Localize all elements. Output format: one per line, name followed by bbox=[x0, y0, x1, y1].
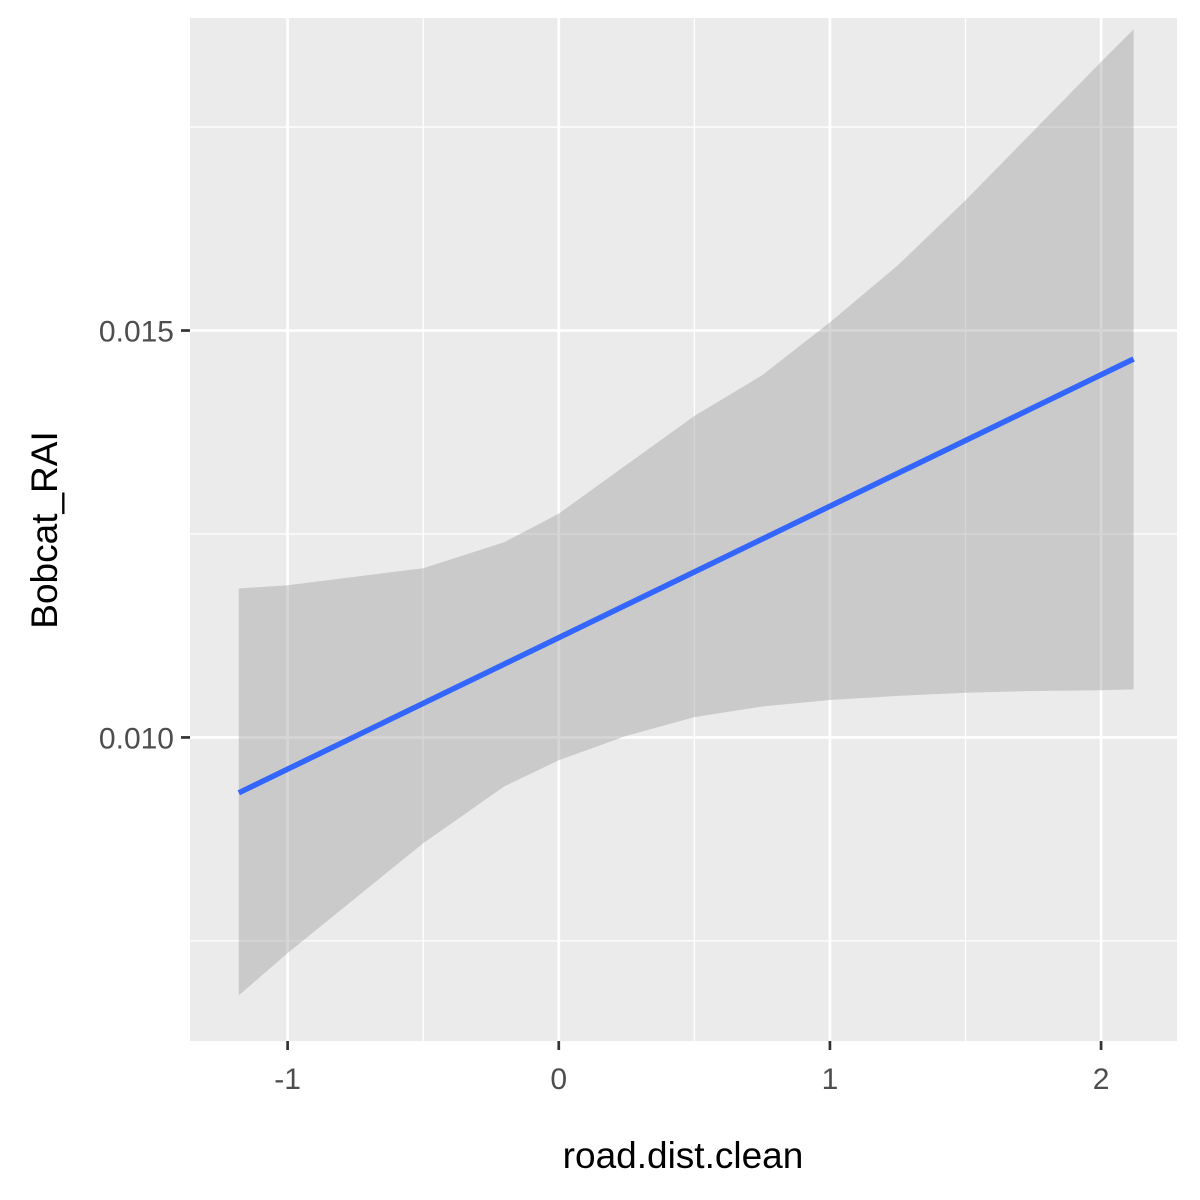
fit-line bbox=[237, 356, 1135, 796]
confidence-band-layer bbox=[238, 29, 1134, 996]
panel-background bbox=[190, 18, 1177, 1041]
x-tick-label: 2 bbox=[1093, 1063, 1110, 1096]
fit-line-layer bbox=[237, 356, 1135, 796]
confidence-band bbox=[238, 29, 1134, 996]
y-tick-label: 0.015 bbox=[99, 316, 174, 349]
x-tick-label: 0 bbox=[550, 1063, 567, 1096]
x-axis: -1 0 1 2 bbox=[274, 1041, 1109, 1096]
minor-grid bbox=[190, 18, 1177, 1041]
x-axis-title: road.dist.clean bbox=[563, 1135, 804, 1176]
x-tick-label: 1 bbox=[822, 1063, 839, 1096]
x-tick-label: -1 bbox=[274, 1063, 301, 1096]
y-axis-title: Bobcat_RAI bbox=[24, 431, 65, 628]
y-tick-label: 0.010 bbox=[99, 722, 174, 755]
y-axis: 0.010 0.015 bbox=[99, 316, 190, 755]
